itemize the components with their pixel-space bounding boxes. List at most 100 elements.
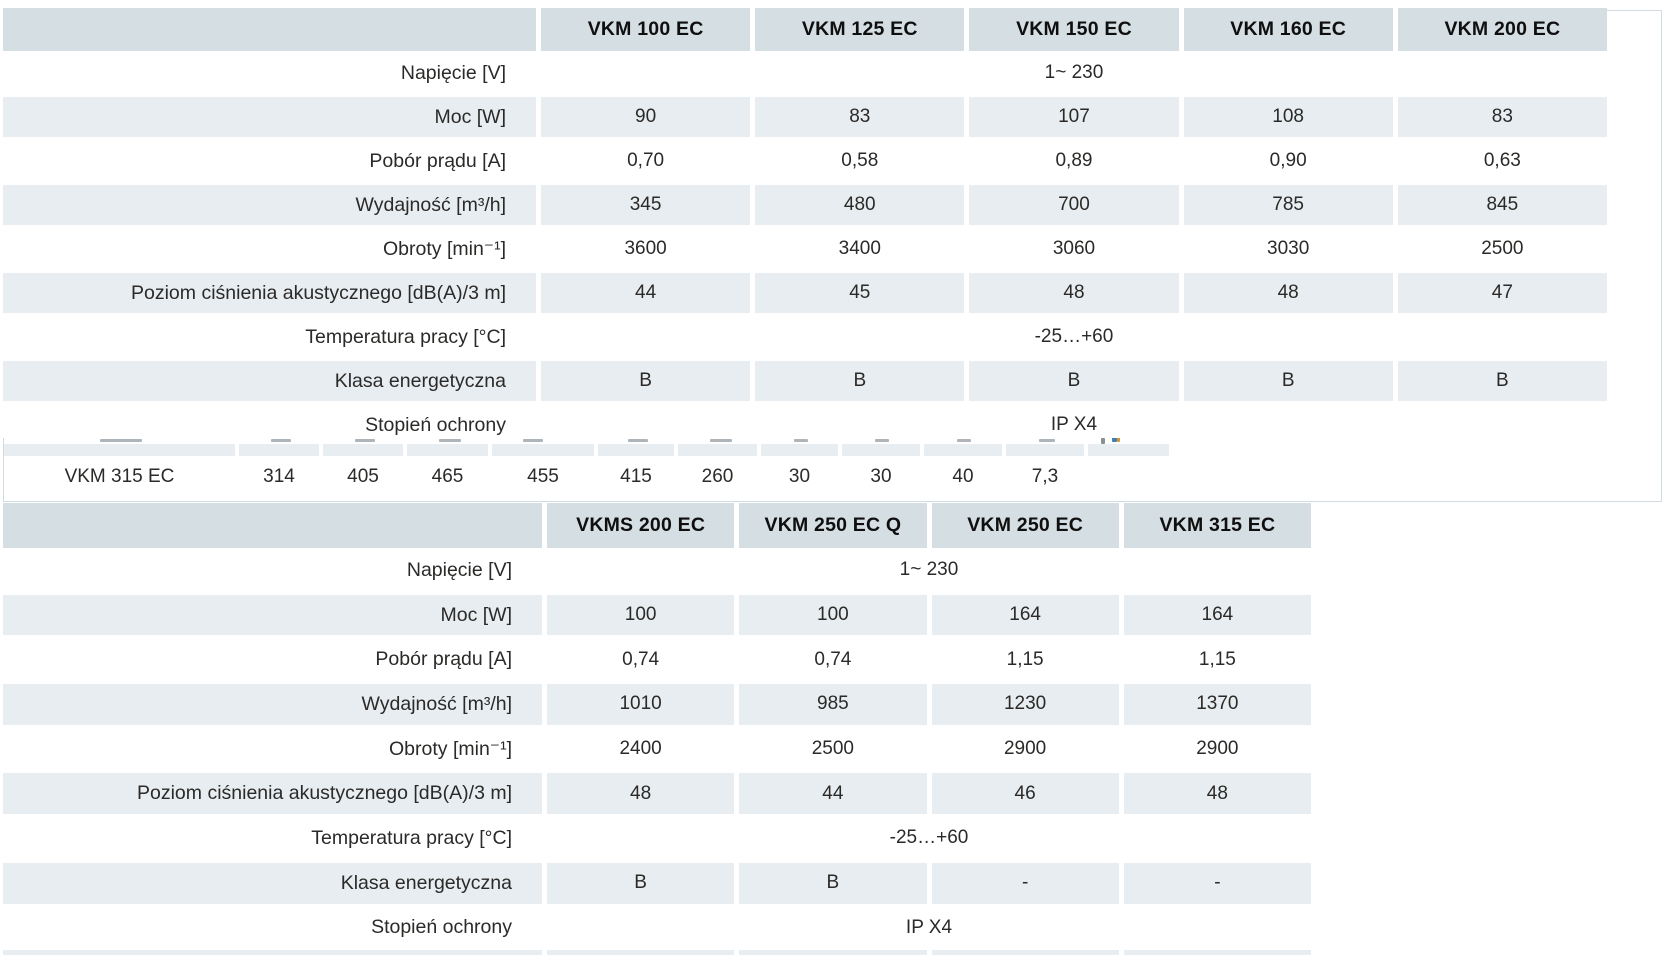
value-cell: 90 [541,97,751,137]
table-row: Temperatura pracy [°C] -25…+60 [3,315,1607,359]
dimensions-value: 30 [788,466,811,487]
table-header-row: VKMS 200 EC VKM 250 EC Q VKM 250 EC VKM 315… [3,503,1311,548]
value-cell: 48 [1183,273,1393,313]
spec-table-top-box: VKM 100 EC VKM 125 EC VKM 150 EC VKM 160 EC… [0,0,1607,438]
strip-cell [924,444,1002,456]
table-row: Pobór prądu [A] 0,70 0,58 0,89 0,90 0,63 [3,139,1607,183]
clipped-glyph-tip [271,439,291,442]
table-row: Pobór prądu [A] 0,74 0,74 1,15 1,15 [3,637,1311,682]
row-label: Temperatura pracy [°C] [305,325,506,348]
column-header: VKM 315 EC [1123,503,1311,548]
value-cell: 3030 [1267,238,1310,259]
strip-cell [323,444,403,456]
value-cell: 1010 [547,684,735,725]
strip-cell [678,444,757,456]
sliver-cell [547,950,735,955]
value-cell: 1230 [931,684,1119,725]
strip-cell [598,444,674,456]
row-label: Poziom ciśnienia akustycznego [dB(A)/3 m… [3,773,542,815]
dimensions-value: 455 [527,466,559,487]
value-cell: 0,74 [814,648,852,670]
merged-value: -25…+60 [889,827,969,849]
column-header: VKM 200 EC [1397,8,1607,51]
row-label: Klasa energetyczna [3,862,542,904]
value-cell: 2500 [811,738,855,760]
column-header: VKM 250 EC [931,503,1119,548]
column-header: VKM 160 EC [1183,8,1393,51]
strip-cell [842,444,920,456]
value-cell: 48 [1123,773,1311,815]
value-cell: 845 [1397,185,1607,225]
value-cell: 3400 [838,238,881,259]
value-cell: 83 [1397,97,1607,137]
value-cell: 1,15 [1198,648,1236,670]
column-header-empty [3,8,536,51]
value-cell: B [969,361,1179,401]
row-label: Pobór prądu [A] [375,648,512,671]
row-label: Obroty [min⁻¹] [389,738,512,761]
row-label: Napięcie [V] [406,558,512,581]
row-label: Napięcie [V] [400,61,506,84]
row-label: Moc [W] [3,97,536,137]
clipped-glyph-tip [439,439,461,442]
value-cell: 3600 [624,238,667,259]
strip-cell [239,444,319,456]
clipped-glyph-descender [1101,438,1105,444]
column-header: VKM 250 EC Q [739,503,927,548]
table-row: Moc [W] 90 83 107 108 83 [3,95,1607,139]
value-cell: 1370 [1123,684,1311,725]
value-cell: 0,90 [1269,150,1307,171]
table-header-row: VKM 100 EC VKM 125 EC VKM 150 EC VKM 160 EC… [3,8,1607,51]
value-cell: 44 [739,773,927,815]
table-row: Obroty [min⁻¹] 2400 2500 2900 2900 [3,727,1311,772]
value-cell: 700 [969,185,1179,225]
clipped-glyph-tip [875,439,889,442]
sliver-cell [739,950,927,955]
row-label: Obroty [min⁻¹] [383,238,506,260]
column-header: VKM 100 EC [541,8,751,51]
dimensions-value: 314 [263,466,295,487]
column-header: VKM 125 EC [755,8,965,51]
dimensions-value: 30 [870,466,892,487]
sliver-cell [931,950,1119,955]
table-row: Klasa energetyczna B B - - [3,861,1311,906]
clipped-color-mark [1112,437,1117,442]
column-header-empty [3,503,542,548]
spec-table-vkms200-vkm315: VKMS 200 EC VKM 250 EC Q VKM 250 EC VKM 315… [3,503,1311,950]
value-cell: B [755,361,965,401]
row-label: Klasa energetyczna [3,361,536,401]
value-cell: 164 [931,594,1119,636]
value-cell: 48 [969,273,1179,313]
value-cell: B [1183,361,1393,401]
table-row: Klasa energetyczna B B B B B [3,359,1607,403]
table-row: Temperatura pracy [°C] -25…+60 [3,816,1311,861]
value-cell: - [931,862,1119,904]
value-cell: 2900 [1003,738,1047,760]
strip-cell [761,444,838,456]
sliver-cell [3,950,542,955]
clipped-glyph-tip [794,439,808,442]
value-cell: 0,70 [627,150,665,171]
value-cell: 164 [1123,594,1311,636]
value-cell: 2400 [619,738,662,760]
column-header: VKM 150 EC [969,8,1179,51]
value-cell: 0,63 [1483,150,1521,171]
table-row: Moc [W] 100 100 164 164 [3,593,1311,638]
value-cell: 108 [1183,97,1393,137]
row-label: Stopień ochrony [371,916,512,939]
dimensions-value: 415 [620,466,652,487]
value-cell: 1,15 [1006,648,1044,670]
value-cell: 46 [931,773,1119,815]
spec-table-vkm-100-200: VKM 100 EC VKM 125 EC VKM 150 EC VKM 160 EC… [3,8,1607,438]
dimensions-value: 7,3 [1031,466,1059,487]
clipped-color-mark [1117,437,1120,442]
value-cell: 2900 [1196,738,1239,760]
strip-cell [492,444,594,456]
clipped-glyph-tip [957,439,971,442]
table-row: Napięcie [V] 1~ 230 [3,548,1311,593]
row-label: Moc [W] [3,594,542,636]
value-cell: B [541,361,751,401]
dimensions-value: 465 [431,466,464,487]
value-cell: 3060 [1052,238,1096,259]
